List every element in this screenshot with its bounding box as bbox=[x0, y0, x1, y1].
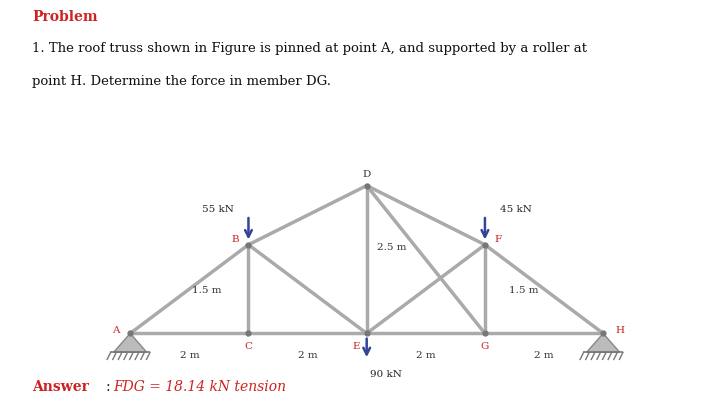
Text: G: G bbox=[481, 342, 489, 351]
Text: Answer: Answer bbox=[32, 380, 89, 394]
Text: 45 kN: 45 kN bbox=[500, 205, 531, 214]
Text: E: E bbox=[352, 342, 360, 351]
Polygon shape bbox=[587, 333, 620, 352]
Text: FDG = 18.14 kN tension: FDG = 18.14 kN tension bbox=[114, 380, 287, 394]
Text: C: C bbox=[244, 342, 252, 351]
Text: A: A bbox=[111, 326, 119, 335]
Text: :: : bbox=[106, 380, 116, 394]
Polygon shape bbox=[114, 333, 147, 352]
Text: 55 kN: 55 kN bbox=[202, 205, 234, 214]
Text: B: B bbox=[232, 236, 239, 244]
Text: 90 kN: 90 kN bbox=[370, 370, 401, 379]
Text: 2 m: 2 m bbox=[416, 352, 436, 360]
Text: 2 m: 2 m bbox=[298, 352, 317, 360]
Text: H: H bbox=[615, 326, 624, 335]
Text: 1. The roof truss shown in Figure is pinned at point A, and supported by a rolle: 1. The roof truss shown in Figure is pin… bbox=[32, 42, 587, 55]
Text: 2 m: 2 m bbox=[534, 352, 554, 360]
Text: 2.5 m: 2.5 m bbox=[377, 243, 406, 252]
Text: D: D bbox=[362, 171, 371, 179]
Text: F: F bbox=[495, 236, 501, 244]
Text: Problem: Problem bbox=[32, 10, 98, 25]
Text: point H. Determine the force in member DG.: point H. Determine the force in member D… bbox=[32, 75, 331, 88]
Text: 2 m: 2 m bbox=[180, 352, 199, 360]
Text: 1.5 m: 1.5 m bbox=[508, 286, 538, 295]
Text: 1.5 m: 1.5 m bbox=[192, 286, 222, 295]
